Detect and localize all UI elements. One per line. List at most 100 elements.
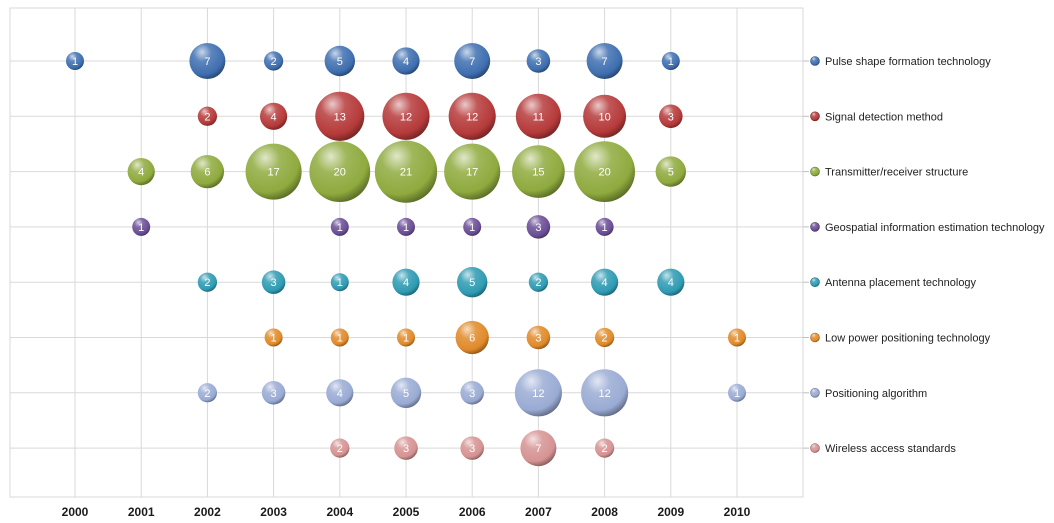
bubble-mark (514, 369, 562, 417)
legend-item: Wireless access standards (810, 443, 956, 455)
x-tick-label: 2000 (62, 505, 89, 519)
bubble-mark (189, 43, 226, 79)
bubble-mark (326, 379, 354, 407)
bubble-mark (261, 270, 286, 294)
bubble-low-power-positioning-technology-2003: 1 (264, 328, 283, 347)
bubble-wireless-access-standards-2005: 3 (394, 436, 418, 460)
bubble-value-label: 5 (668, 167, 674, 179)
bubble-mark (397, 217, 415, 236)
bubble-value-label: 2 (204, 111, 210, 123)
bubble-value-label: 2 (337, 443, 343, 455)
legend-label: Low power positioning technology (825, 333, 991, 345)
bubble-wireless-access-standards-2007: 7 (520, 430, 557, 467)
bubble-value-label: 3 (469, 443, 475, 455)
bubble-geospatial-information-estimation-technology-2008: 1 (595, 217, 614, 236)
bubble-value-label: 3 (535, 222, 541, 234)
bubble-pulse-shape-formation-technology-2004: 5 (324, 45, 356, 77)
bubble-low-power-positioning-technology-2006: 6 (455, 320, 489, 355)
bubble-transmitter-receiver-structure-2001: 4 (127, 158, 155, 186)
bubble-low-power-positioning-technology-2010: 1 (728, 328, 746, 347)
bubble-mark (330, 438, 350, 458)
bubble-value-label: 3 (271, 277, 277, 289)
bubble-value-label: 15 (532, 167, 544, 179)
bubble-value-label: 1 (337, 333, 343, 345)
bubble-value-label: 1 (602, 222, 608, 234)
bubble-value-label: 1 (668, 56, 674, 68)
bubble-value-label: 1 (734, 333, 740, 345)
bubble-wireless-access-standards-2004: 2 (330, 438, 350, 458)
bubble-value-label: 5 (337, 56, 343, 68)
plot-grid (9, 7, 809, 498)
legend-marker (810, 277, 820, 288)
x-tick-label: 2004 (326, 505, 353, 519)
bubble-value-label: 2 (602, 333, 608, 345)
bubble-value-label: 21 (400, 167, 412, 179)
bubble-mark (460, 381, 484, 405)
bubble-mark (382, 92, 430, 140)
bubble-value-label: 17 (267, 167, 279, 179)
bubble-value-label: 20 (334, 167, 346, 179)
legend-item: Geospatial information estimation techno… (810, 222, 1045, 234)
bubble-antenna-placement-technology-2008: 4 (591, 268, 619, 296)
bubble-value-label: 1 (403, 222, 409, 234)
bubble-transmitter-receiver-structure-2009: 5 (655, 156, 687, 187)
bubble-geospatial-information-estimation-technology-2006: 1 (463, 217, 482, 236)
bubble-antenna-placement-technology-2002: 2 (197, 272, 218, 292)
bubble-value-label: 2 (271, 56, 277, 68)
bubble-mark (655, 156, 687, 187)
bubble-signal-detection-method-2009: 3 (659, 104, 683, 129)
bubble-positioning-algorithm-2004: 4 (326, 379, 354, 407)
bubble-value-label: 2 (602, 443, 608, 455)
x-axis: 2000 2001 2002 2003 2004 2005 2006 2007 2008 2009… (62, 505, 751, 519)
legend-item: Signal detection method (810, 111, 943, 123)
bubble-value-label: 12 (598, 388, 610, 400)
legend-marker (810, 166, 820, 177)
bubble-mark (330, 217, 349, 236)
legend-marker (810, 222, 820, 232)
bubble-value-label: 4 (602, 277, 608, 289)
bubble-positioning-algorithm-2008: 12 (581, 369, 629, 417)
bubble-antenna-placement-technology-2004: 1 (330, 273, 349, 292)
bubble-value-label: 7 (602, 56, 608, 68)
bubble-signal-detection-method-2007: 11 (515, 93, 561, 139)
bubble-mark (594, 438, 615, 458)
x-tick-label: 2008 (591, 505, 618, 519)
bubble-mark (520, 430, 557, 467)
bubble-value-label: 3 (668, 111, 674, 123)
bubble-value-label: 2 (204, 388, 210, 400)
bubble-value-label: 7 (204, 56, 210, 68)
bubble-low-power-positioning-technology-2008: 2 (594, 327, 615, 348)
bubble-value-label: 20 (598, 167, 610, 179)
bubble-value-label: 3 (535, 333, 541, 345)
bubble-antenna-placement-technology-2003: 3 (261, 270, 286, 294)
legend-item: Antenna placement technology (810, 277, 977, 289)
bubble-mark (245, 143, 302, 200)
legend-label: Signal detection method (825, 111, 943, 123)
bubble-mark (512, 145, 565, 198)
bubble-geospatial-information-estimation-technology-2005: 1 (397, 217, 415, 236)
legend-item: Pulse shape formation technology (810, 56, 991, 68)
bubble-mark (392, 268, 420, 296)
bubble-mark (390, 377, 422, 409)
bubble-value-label: 17 (466, 167, 478, 179)
bubble-value-label: 12 (400, 111, 412, 123)
bubble-mark (261, 381, 286, 405)
bubble-transmitter-receiver-structure-2003: 17 (245, 143, 302, 200)
bubble-mark (454, 43, 491, 79)
bubble-mark (197, 383, 218, 403)
bubble-mark (197, 272, 218, 292)
bubble-positioning-algorithm-2007: 12 (514, 369, 562, 417)
bubble-mark (127, 158, 155, 186)
bubble-value-label: 13 (334, 111, 346, 123)
bubble-mark (594, 327, 615, 348)
bubble-value-label: 1 (72, 56, 78, 68)
bubble-low-power-positioning-technology-2005: 1 (397, 328, 415, 347)
bubble-value-label: 12 (532, 388, 544, 400)
legend-label: Wireless access standards (825, 443, 956, 455)
bubble-mark (132, 217, 151, 236)
bubble-mark (526, 215, 551, 239)
bubble-pulse-shape-formation-technology-2009: 1 (661, 52, 680, 70)
bubble-value-label: 1 (469, 222, 475, 234)
